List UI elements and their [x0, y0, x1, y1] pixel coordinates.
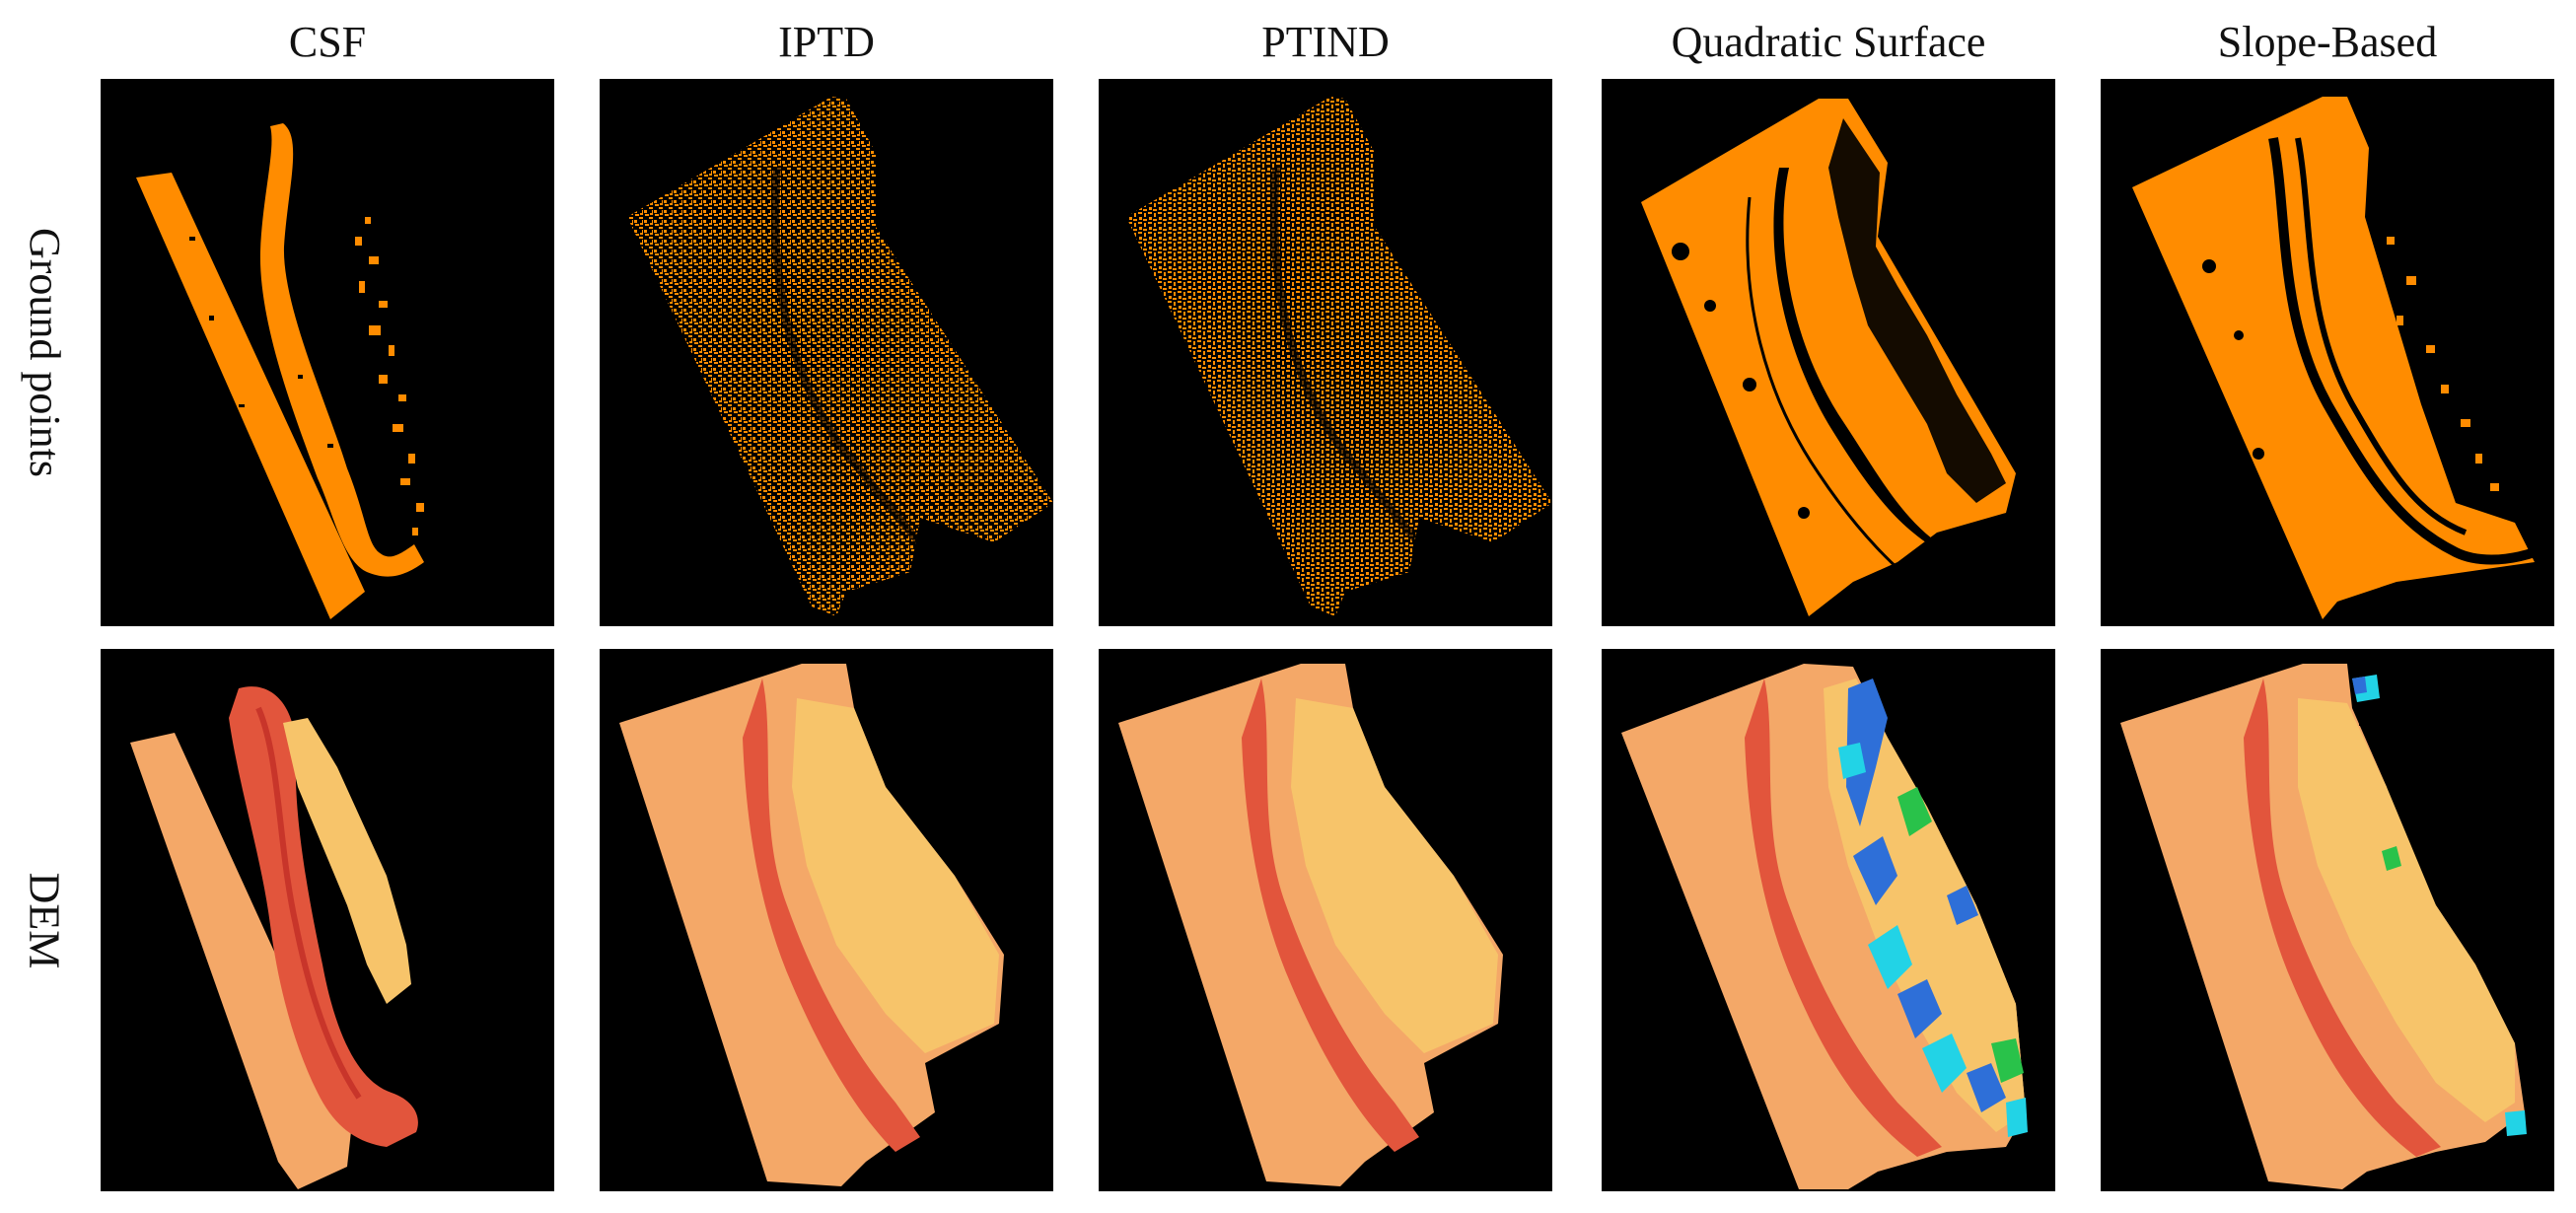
quadratic-surface-ground-points-image	[1641, 99, 2016, 616]
ptind-dem-panel	[1099, 649, 1552, 1191]
column-title-csf: CSF	[288, 18, 367, 66]
row-label-ground-points-text: Ground points	[20, 228, 69, 477]
csf-ground-points-image	[136, 123, 424, 619]
quadratic-surface-dem-panel	[1602, 649, 2055, 1191]
slope-based-dem-panel	[2101, 649, 2554, 1191]
column-title-ptind: PTIND	[1261, 18, 1390, 66]
iptd-ground-points-panel	[600, 79, 1053, 626]
iptd-dem-panel	[600, 649, 1053, 1191]
column-title-slope-based: Slope-Based	[2217, 18, 2438, 66]
ptind-ground-points-panel	[1099, 79, 1552, 626]
quadratic-surface-dem-image	[1621, 664, 2028, 1189]
iptd-dem-image	[619, 664, 1004, 1186]
ptind-ground-points-image	[1126, 97, 1552, 616]
csf-dem-image	[130, 686, 418, 1189]
ptind-dem-image	[1118, 664, 1503, 1186]
csf-dem-panel	[101, 649, 554, 1191]
row-label-ground-points: Ground points	[0, 79, 89, 626]
quadratic-surface-ground-points-panel	[1602, 79, 2055, 626]
slope-based-ground-points-panel	[2101, 79, 2554, 626]
slope-based-ground-points-image	[2132, 97, 2537, 619]
row-label-dem: DEM	[0, 649, 89, 1191]
column-title-quadratic-surface: Quadratic Surface	[1671, 18, 1986, 66]
iptd-ground-points-image	[627, 97, 1053, 616]
slope-based-dem-image	[2120, 664, 2527, 1189]
row-label-dem-text: DEM	[20, 872, 69, 968]
column-title-iptd: IPTD	[778, 18, 875, 66]
csf-ground-points-panel	[101, 79, 554, 626]
